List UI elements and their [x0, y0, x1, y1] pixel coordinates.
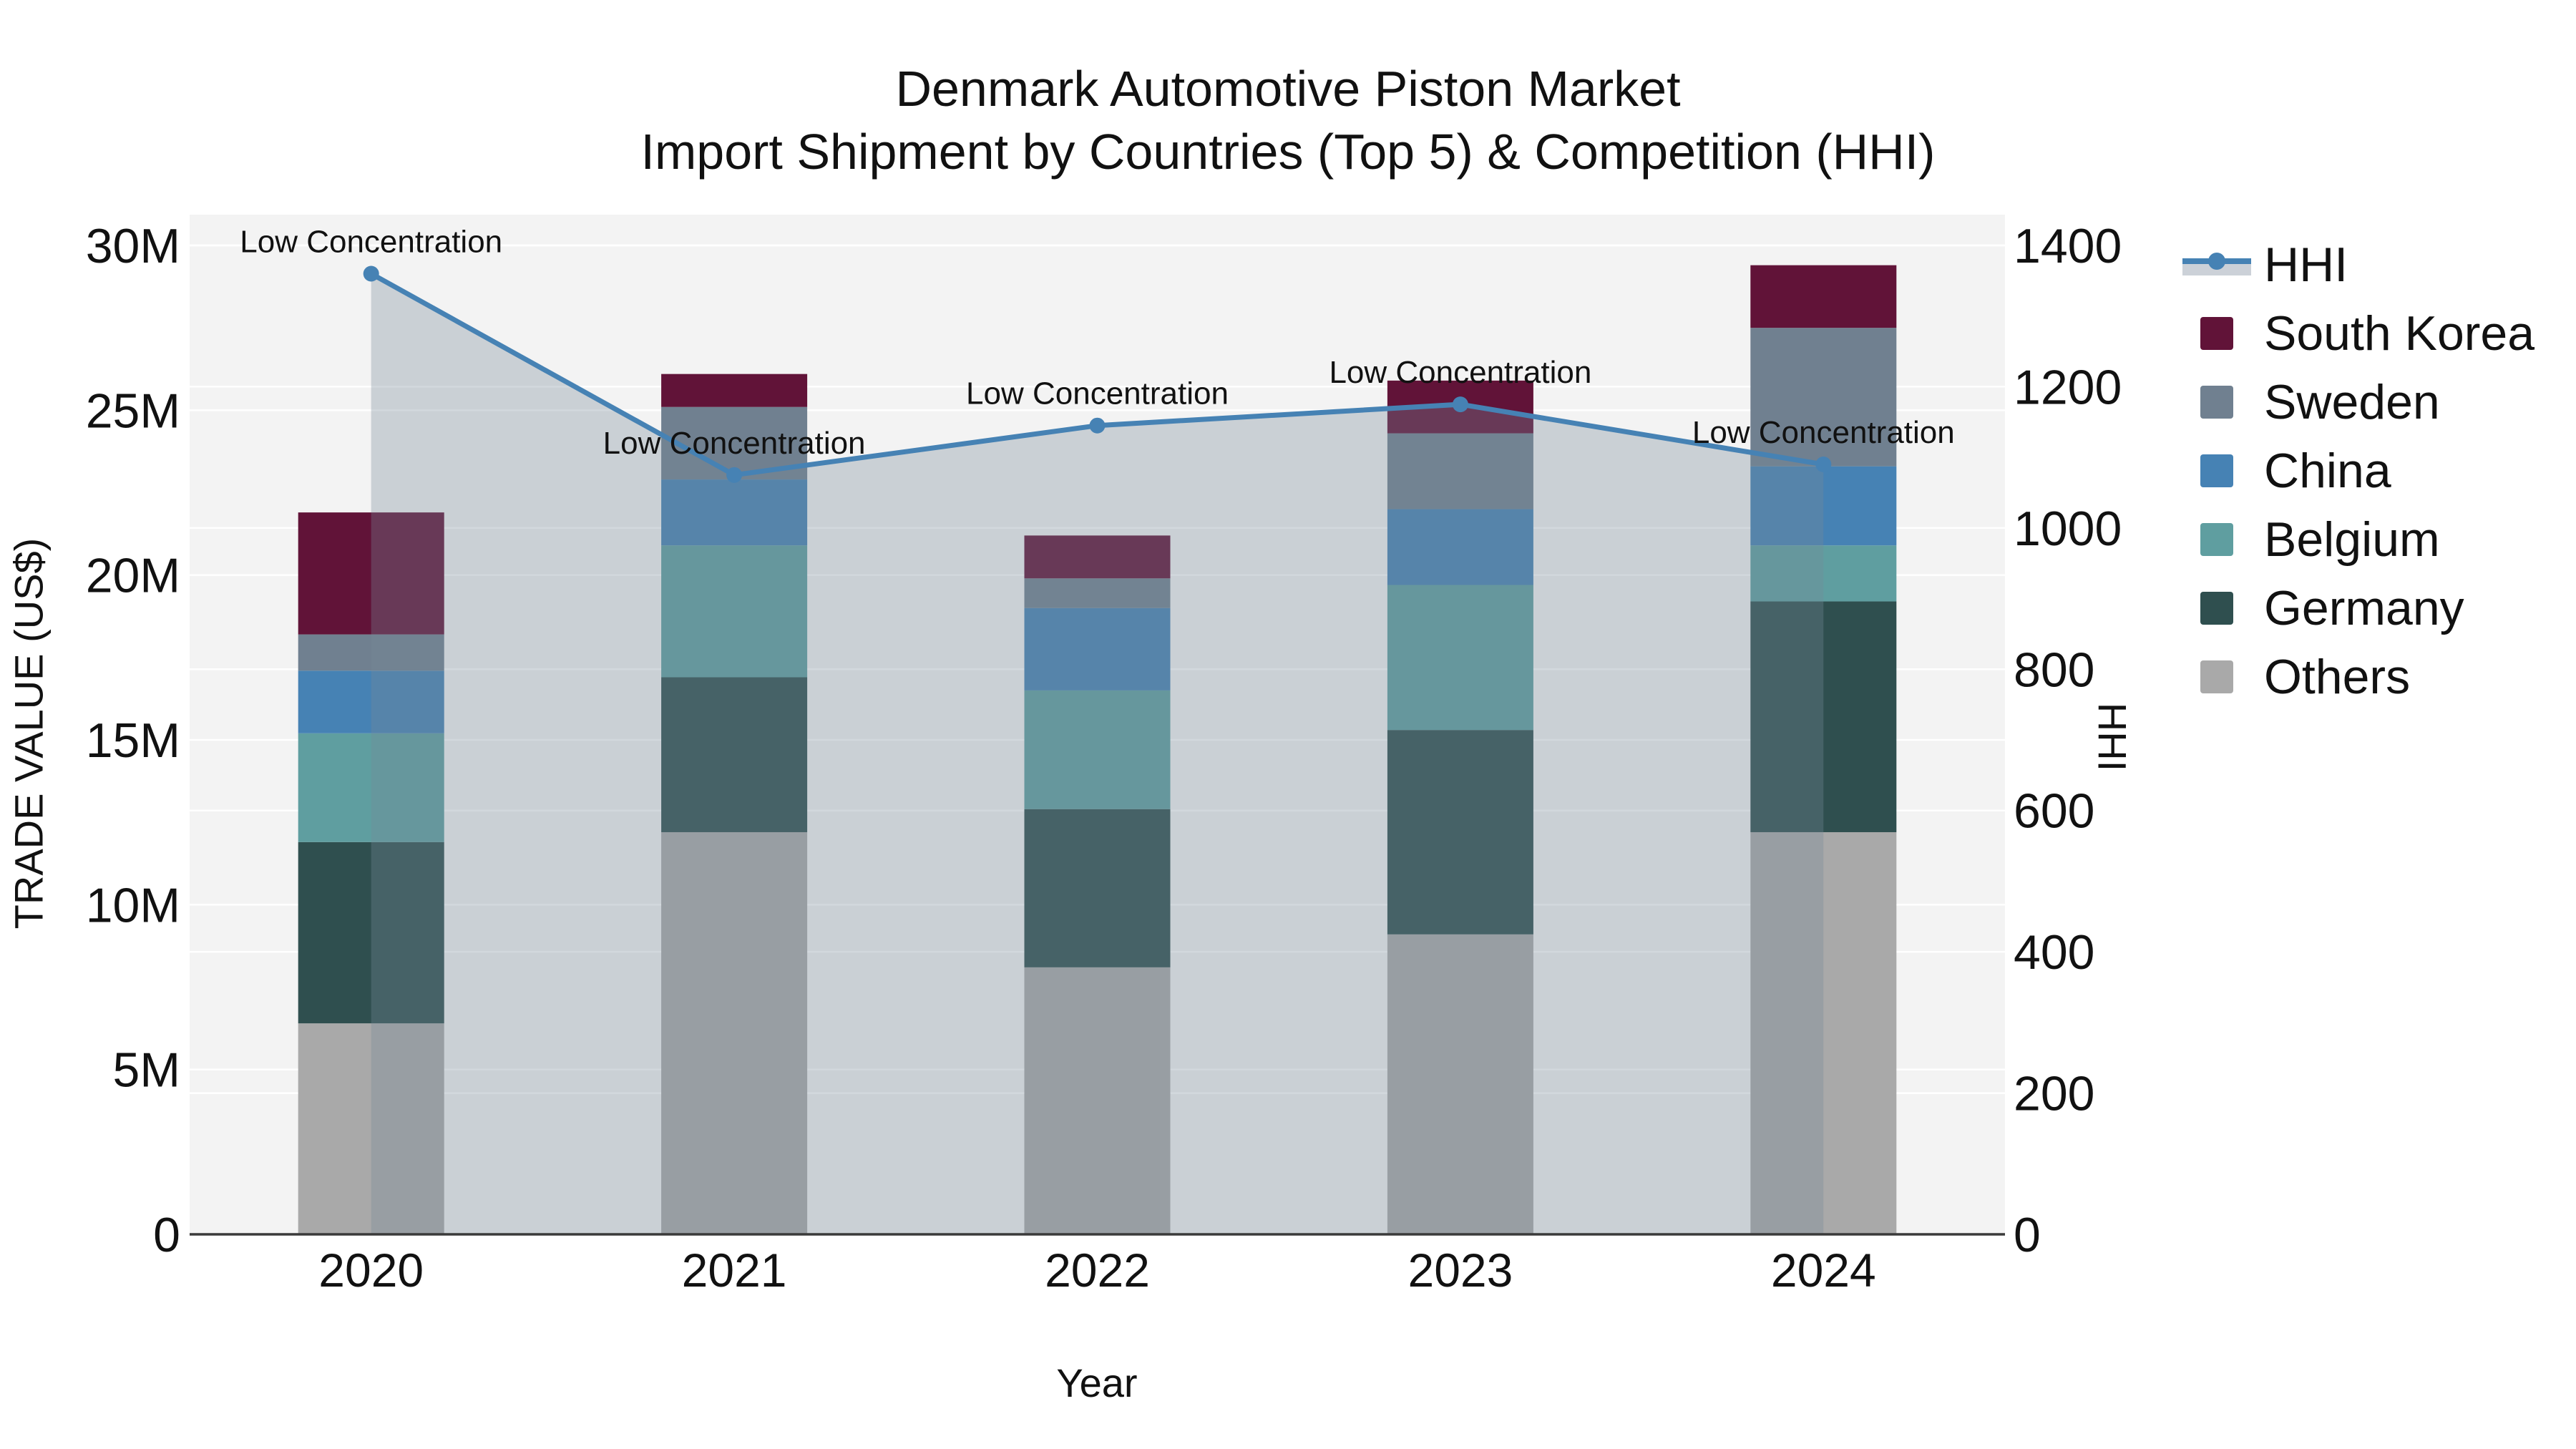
bar-segment-china-2020: [298, 670, 444, 733]
legend-label: Others: [2264, 650, 2411, 704]
legend-label: HHI: [2264, 238, 2348, 292]
annotation-2023: Low Concentration: [1329, 355, 1591, 390]
bar-segment-others-2020: [298, 1023, 444, 1234]
legend-item-china[interactable]: China: [2181, 436, 2534, 505]
x-tick-label-2024: 2024: [1771, 1244, 1876, 1297]
legend: HHI South Korea Sweden China Belgium Germany O…: [2181, 230, 2534, 711]
hhi-marker-2020: [363, 265, 379, 282]
y-left-tick-label: 15M: [86, 713, 180, 768]
bar-segment-china-2023: [1387, 509, 1533, 585]
legend-color-swatch: [2200, 386, 2233, 419]
x-tick-label-2023: 2023: [1407, 1244, 1513, 1297]
bar-segment-china-2024: [1750, 466, 1897, 546]
y-right-tick-label: 1200: [2014, 360, 2122, 414]
annotation-2022: Low Concentration: [966, 376, 1229, 411]
y-left-tick-label: 30M: [86, 219, 180, 273]
page-title: Denmark Automotive Piston Market Import …: [0, 57, 2576, 183]
y-left-tick-label: 20M: [86, 549, 180, 603]
bar-segment-sweden-2020: [298, 634, 444, 671]
bar-segment-south-korea-2022: [1024, 535, 1171, 579]
hhi-line-icon: [2181, 248, 2253, 281]
y-left-tick-label: 10M: [86, 878, 180, 932]
legend-color-swatch: [2200, 592, 2233, 625]
bar-segment-sweden-2024: [1750, 328, 1897, 467]
bar-segment-south-korea-2024: [1750, 265, 1897, 328]
bar-segment-belgium-2020: [298, 733, 444, 842]
bar-segment-belgium-2024: [1750, 545, 1897, 602]
hhi-area-fill: [371, 273, 1824, 1234]
bar-segment-belgium-2022: [1024, 690, 1171, 809]
y-axis-title-right: HHI: [2089, 702, 2135, 772]
bar-segment-china-2021: [661, 479, 808, 546]
bar-segment-germany-2024: [1750, 601, 1897, 832]
legend-item-south-korea[interactable]: South Korea: [2181, 299, 2534, 368]
annotation-2024: Low Concentration: [1692, 415, 1955, 450]
bar-segment-germany-2020: [298, 841, 444, 1024]
legend-swatch-icon: [2181, 660, 2253, 693]
hhi-marker-2023: [1452, 396, 1468, 413]
bar-segment-china-2022: [1024, 608, 1171, 691]
legend-item-germany[interactable]: Germany: [2181, 574, 2534, 643]
chart-title-line2: Import Shipment by Countries (Top 5) & C…: [640, 124, 1936, 180]
chart-title-line1: Denmark Automotive Piston Market: [895, 61, 1681, 117]
annotation-2020: Low Concentration: [240, 224, 502, 259]
y-right-tick-label: 600: [2014, 784, 2094, 839]
legend-item-hhi[interactable]: HHI: [2181, 230, 2534, 299]
hhi-marker-2024: [1815, 457, 1832, 473]
x-tick-label-2021: 2021: [682, 1244, 787, 1297]
y-right-tick-label: 800: [2014, 643, 2094, 697]
hhi-marker-2021: [726, 467, 743, 483]
bar-segment-south-korea-2020: [298, 512, 444, 635]
bar-segment-others-2023: [1387, 934, 1533, 1234]
bar-segment-germany-2022: [1024, 809, 1171, 967]
hhi-marker-2022: [1089, 417, 1106, 434]
legend-color-swatch: [2200, 660, 2233, 693]
legend-color-swatch: [2200, 454, 2233, 487]
x-tick-label-2022: 2022: [1045, 1244, 1150, 1297]
annotation-2021: Low Concentration: [603, 426, 866, 461]
legend-item-others[interactable]: Others: [2181, 643, 2534, 711]
x-tick-label-2020: 2020: [318, 1244, 424, 1297]
bar-segment-sweden-2022: [1024, 578, 1171, 608]
bar-segment-belgium-2023: [1387, 585, 1533, 731]
legend-swatch-icon: [2181, 386, 2253, 419]
bar-segment-belgium-2021: [661, 545, 808, 678]
legend-label: Germany: [2264, 581, 2464, 635]
y-left-tick-label: 5M: [113, 1043, 180, 1098]
legend-swatch-icon: [2181, 592, 2253, 625]
legend-color-swatch: [2200, 523, 2233, 556]
legend-swatch-icon: [2181, 454, 2253, 487]
x-axis-title: Year: [1056, 1360, 1138, 1405]
legend-swatch-icon: [2181, 317, 2253, 350]
legend-label: China: [2264, 444, 2391, 498]
y-right-tick-label: 400: [2014, 925, 2094, 980]
bar-segment-germany-2023: [1387, 730, 1533, 935]
y-axis-title-left: TRADE VALUE (US$): [6, 537, 52, 930]
bar-segment-others-2021: [661, 831, 808, 1234]
legend-item-sweden[interactable]: Sweden: [2181, 368, 2534, 436]
y-right-tick-label: 1000: [2014, 502, 2122, 556]
y-right-tick-label: 1400: [2014, 219, 2122, 273]
legend-label: Belgium: [2264, 512, 2440, 567]
y-left-tick-label: 25M: [86, 384, 180, 438]
legend-label: Sweden: [2264, 375, 2440, 429]
legend-swatch-icon: [2181, 523, 2253, 556]
bar-segment-germany-2021: [661, 677, 808, 832]
legend-item-belgium[interactable]: Belgium: [2181, 505, 2534, 574]
y-right-tick-label: 0: [2014, 1208, 2041, 1262]
bar-segment-others-2022: [1024, 967, 1171, 1234]
bar-segment-others-2024: [1750, 831, 1897, 1234]
legend-label: South Korea: [2264, 306, 2535, 361]
y-left-tick-label: 0: [153, 1208, 180, 1262]
bar-segment-south-korea-2021: [661, 374, 808, 407]
bar-segment-sweden-2023: [1387, 433, 1533, 509]
legend-color-swatch: [2200, 317, 2233, 350]
y-right-tick-label: 200: [2014, 1067, 2094, 1121]
